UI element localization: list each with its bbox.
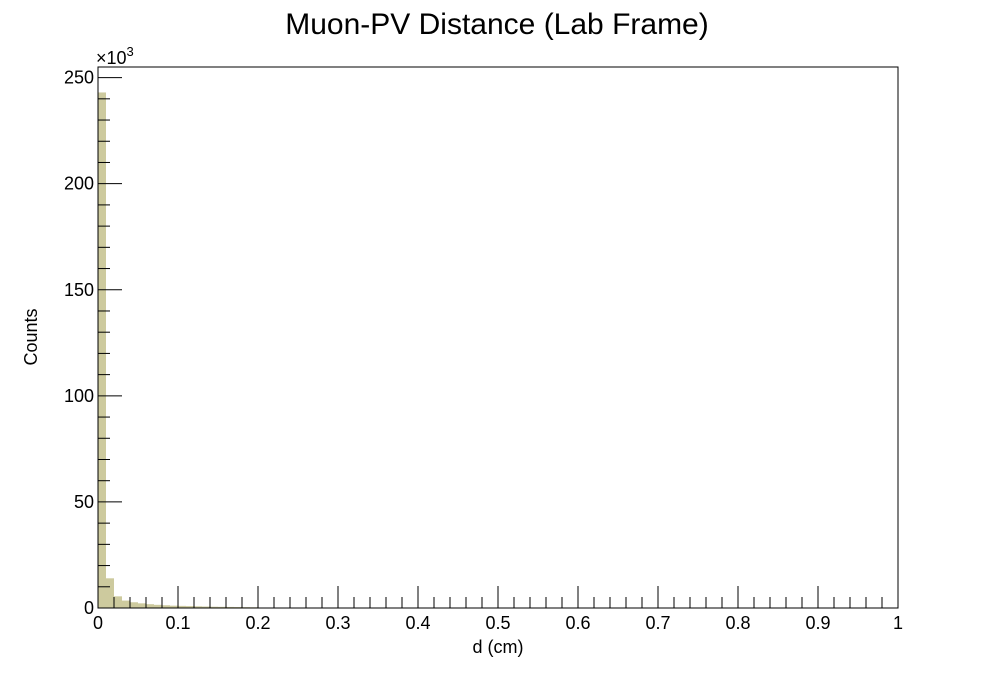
histogram-bar: [130, 602, 138, 608]
x-axis-label: d (cm): [473, 637, 524, 657]
histogram-bar: [162, 605, 170, 608]
histogram-bar: [210, 606, 218, 608]
histogram-bar: [98, 92, 106, 609]
y-tick-label: 250: [64, 68, 94, 88]
histogram-bar: [106, 578, 114, 608]
histogram-bar: [170, 605, 178, 608]
chart-title: Muon-PV Distance (Lab Frame): [285, 8, 709, 41]
y-tick-label: 100: [64, 386, 94, 406]
x-tick-label: 0.7: [645, 613, 670, 633]
histogram-bar: [186, 606, 194, 608]
histogram-bar: [154, 604, 162, 608]
x-axis-ticks: [97, 586, 899, 608]
x-tick-label: 0: [93, 613, 103, 633]
histogram-bar: [226, 606, 234, 608]
x-tick-label: 0.1: [165, 613, 190, 633]
histogram-bar: [178, 605, 186, 608]
x-tick-label: 1: [893, 613, 903, 633]
x-tick-label: 0.9: [805, 613, 830, 633]
x-tick-label: 0.8: [725, 613, 750, 633]
histogram-bar: [218, 606, 226, 608]
histogram-bar: [138, 603, 146, 608]
x-tick-label: 0.5: [485, 613, 510, 633]
histogram-bars: [98, 92, 258, 609]
histogram-bar: [202, 606, 210, 608]
histogram-bar: [114, 596, 122, 608]
histogram-bar: [122, 600, 130, 608]
x-tick-label: 0.4: [405, 613, 430, 633]
histogram-bar: [146, 604, 154, 608]
x-tick-label: 0.2: [245, 613, 270, 633]
y-axis-multiplier: ×103: [96, 44, 134, 68]
y-axis-ticks: [98, 77, 122, 609]
y-axis-tick-labels: 0 50 100 150 200 250: [64, 68, 94, 618]
plot-frame: [97, 66, 899, 609]
x-tick-label: 0.3: [325, 613, 350, 633]
y-tick-label: 0: [84, 598, 94, 618]
y-tick-label: 200: [64, 174, 94, 194]
x-axis-tick-labels: 0 0.1 0.2 0.3 0.4 0.5 0.6 0.7 0.8 0.9 1: [93, 613, 903, 633]
histogram-bar: [194, 606, 202, 608]
y-tick-label: 150: [64, 280, 94, 300]
x-tick-label: 0.6: [565, 613, 590, 633]
y-axis-label: Counts: [21, 308, 41, 365]
y-tick-label: 50: [74, 492, 94, 512]
